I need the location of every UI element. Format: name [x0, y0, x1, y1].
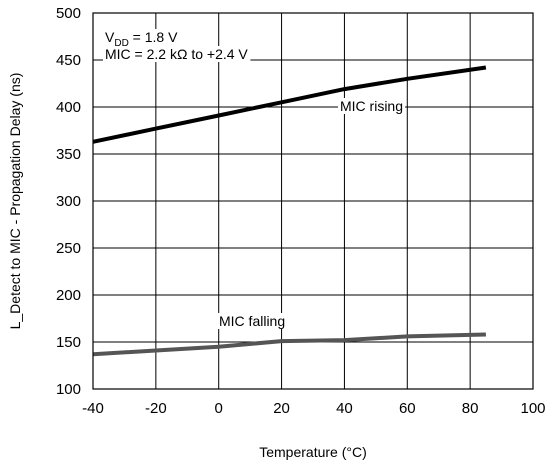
x-tick-label: 80 [462, 400, 479, 417]
x-tick-label: 40 [336, 400, 353, 417]
y-tick-label: 350 [56, 146, 81, 163]
series-label-mic-falling: MIC falling [219, 313, 285, 329]
x-tick-label: 20 [273, 400, 290, 417]
x-tick-label: 0 [215, 400, 223, 417]
label-background [103, 29, 181, 49]
x-tick-label: 100 [520, 400, 545, 417]
annotation-vdd: VDD = 1.8 V [105, 29, 178, 49]
y-tick-label: 150 [56, 334, 81, 351]
label-background [103, 46, 251, 62]
x-tick-label: -40 [82, 400, 104, 417]
x-axis-title: Temperature (°C) [259, 444, 367, 460]
plot-frame [92, 12, 534, 390]
x-tick-label: -20 [145, 400, 167, 417]
y-tick-label: 100 [56, 381, 81, 398]
series-label-mic-rising: MIC rising [340, 98, 403, 114]
y-tick-label: 450 [56, 52, 81, 69]
y-tick-label: 300 [56, 193, 81, 210]
label-background [217, 313, 288, 329]
grid [93, 13, 533, 389]
y-tick-labels: 100 150 200 250 300 350 400 450 500 [56, 5, 81, 398]
x-tick-label: 60 [399, 400, 416, 417]
series-line-mic-falling [92, 332, 486, 357]
y-tick-label: 250 [56, 240, 81, 257]
label-background [338, 98, 406, 114]
y-tick-label: 200 [56, 287, 81, 304]
series-group [92, 65, 487, 357]
series-line-mic-rising [92, 65, 487, 144]
y-tick-label: 400 [56, 99, 81, 116]
y-tick-label: 500 [56, 5, 81, 22]
x-tick-labels: -40 -20 0 20 40 60 80 100 [82, 400, 545, 417]
annotation-mic: MIC = 2.2 kΩ to +2.4 V [105, 46, 248, 62]
y-axis-title: L_Detect to MIC - Propagation Delay (ns) [7, 73, 23, 330]
